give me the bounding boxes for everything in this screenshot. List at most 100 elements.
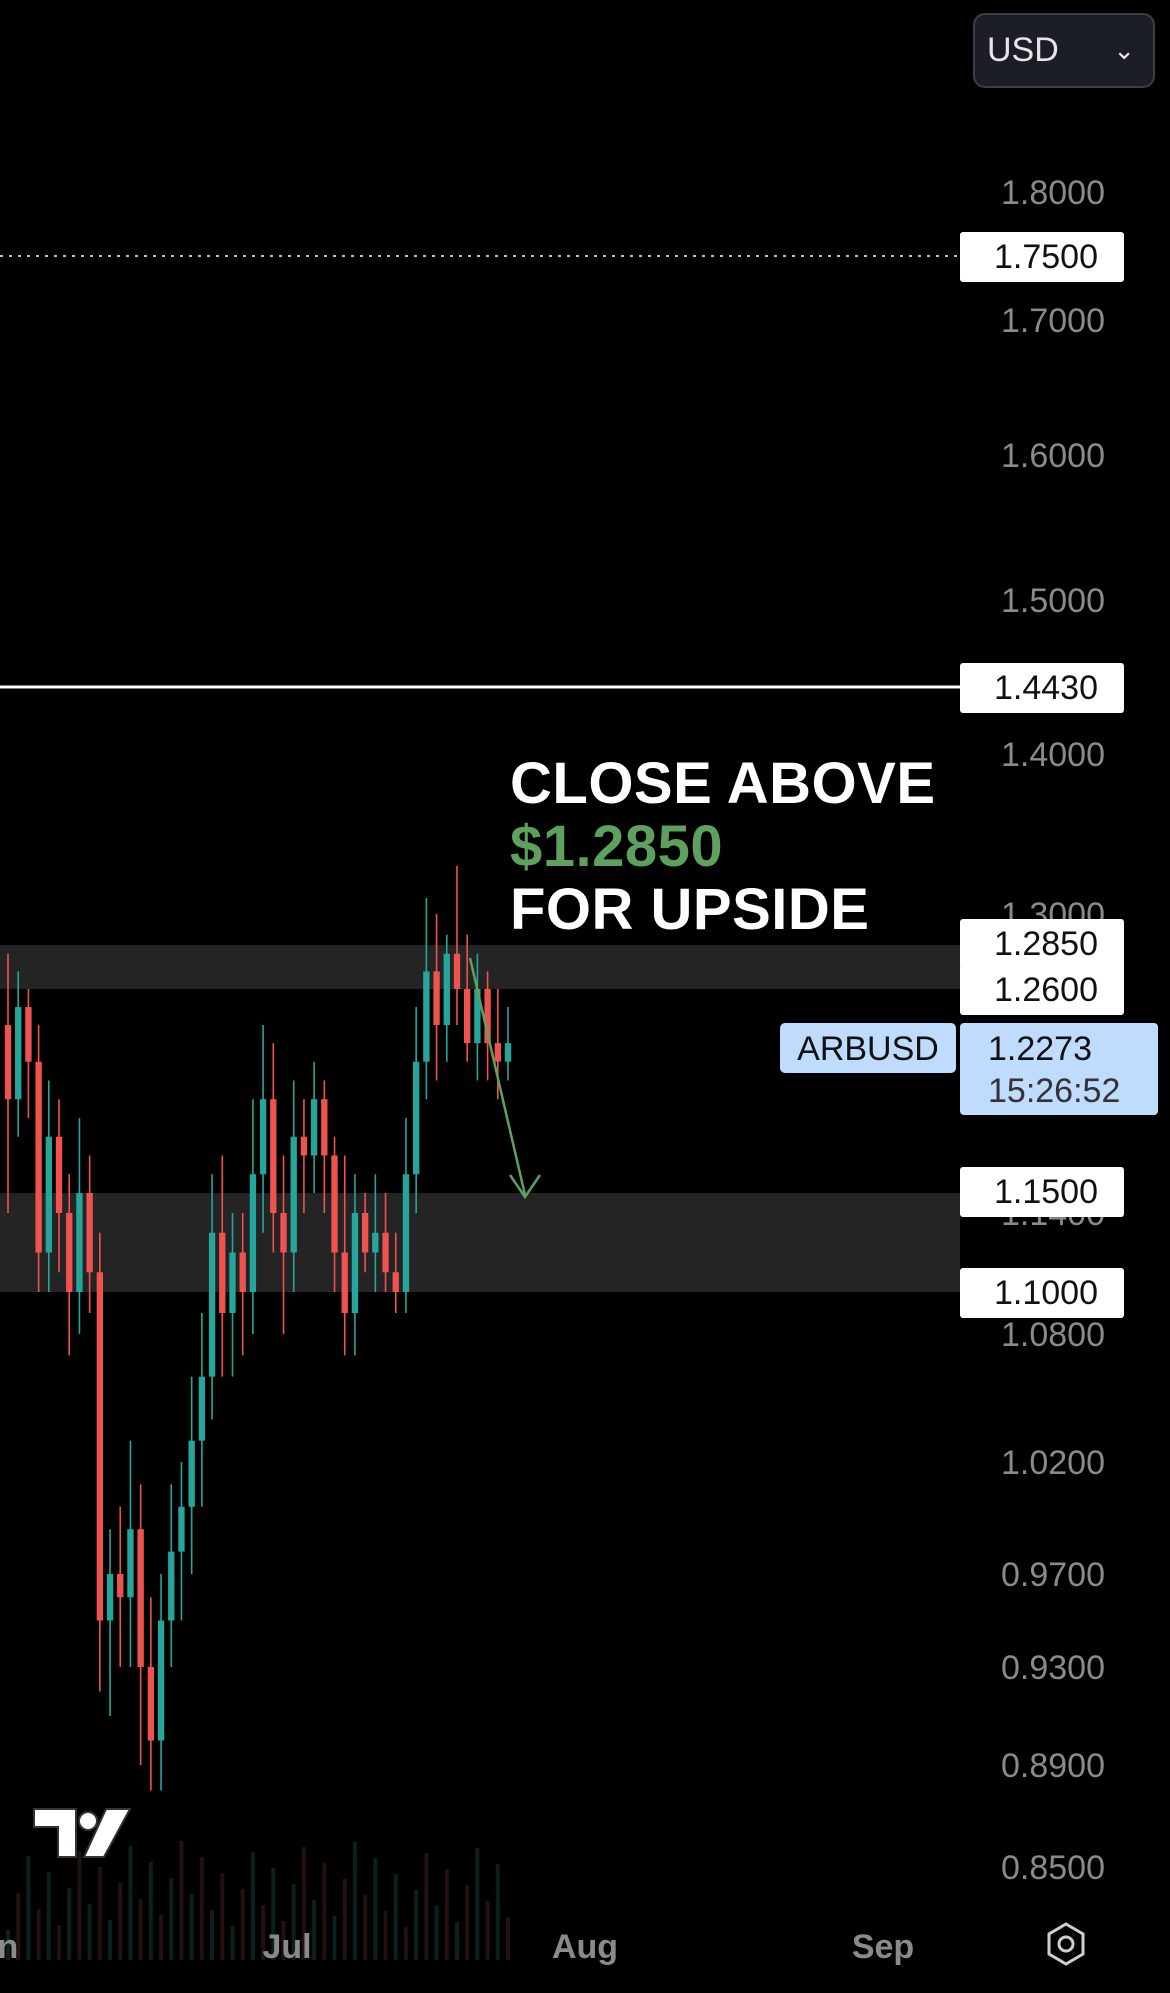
volume-bar — [271, 1868, 276, 1960]
candle-body — [259, 1099, 267, 1175]
volume-bar — [36, 1909, 41, 1960]
volume-bar — [77, 1851, 82, 1960]
volume-bar — [383, 1911, 388, 1960]
price-level-tag-label: 1.7500 — [994, 238, 1098, 276]
candle — [76, 1117, 83, 1334]
volume-bar — [230, 1926, 235, 1960]
currency-label: USD — [987, 31, 1059, 69]
candle-body — [239, 1252, 246, 1292]
price-level-tag: 1.1000 — [960, 1268, 1124, 1318]
candle-body — [402, 1174, 410, 1292]
volume-bar — [240, 1889, 245, 1960]
candle — [127, 1440, 134, 1667]
candle — [249, 1099, 257, 1334]
candle-body — [321, 1099, 328, 1156]
price-level-tag: 1.7500 — [960, 232, 1124, 282]
price-level-tag-bg — [960, 1268, 1124, 1318]
candle — [25, 989, 32, 1118]
volume-bar — [485, 1901, 490, 1960]
volume-bar — [169, 1878, 174, 1960]
volume-bar — [414, 1890, 419, 1960]
candle — [178, 1462, 185, 1621]
volume-bar — [46, 1872, 51, 1960]
candle-body — [504, 1043, 512, 1062]
candle-body — [290, 1136, 297, 1253]
volume-bar — [301, 1847, 306, 1960]
volume-bar — [138, 1899, 143, 1960]
y-axis-tick-label: 1.0800 — [1001, 1316, 1105, 1354]
y-axis-tick-label: 0.8500 — [1001, 1849, 1105, 1887]
volume-bar — [87, 1904, 92, 1960]
candle-body — [300, 1136, 308, 1156]
candle — [198, 1313, 206, 1507]
candle — [66, 1174, 73, 1356]
volume-bar — [108, 1920, 113, 1960]
candle-body — [55, 1136, 63, 1213]
annotation-line-3: FOR UPSIDE — [510, 877, 870, 942]
candle-body — [423, 971, 430, 1062]
candle-body — [443, 953, 450, 1026]
price-level-tag-bg — [960, 663, 1124, 713]
currency-selector[interactable]: USD ⌄ — [973, 13, 1155, 88]
candle — [443, 934, 450, 1062]
volume-bar — [67, 1888, 72, 1960]
candle — [15, 971, 22, 1137]
candle — [219, 1155, 226, 1377]
candle-body — [106, 1574, 114, 1621]
volume-bar — [454, 1922, 459, 1960]
candle — [96, 1232, 103, 1692]
candle-body — [168, 1551, 175, 1621]
candle — [270, 1043, 277, 1253]
price-level-tag-bg — [960, 919, 1124, 969]
candle-body — [127, 1529, 134, 1598]
candle-body — [464, 989, 471, 1044]
volume-bar — [342, 1879, 347, 1960]
candle-body — [66, 1213, 73, 1292]
candle — [413, 1007, 420, 1213]
y-axis-tick-label: 1.7000 — [1001, 302, 1105, 340]
volume-bar — [128, 1846, 133, 1960]
candle-body — [270, 1099, 277, 1213]
volume-bar — [179, 1841, 184, 1960]
candle-body — [178, 1506, 185, 1552]
symbol-tag-label: ARBUSD — [797, 1030, 939, 1068]
candle — [55, 1099, 63, 1273]
y-axis-tick-label: 1.8000 — [1001, 174, 1105, 212]
price-zone — [0, 1193, 960, 1292]
x-axis-tick-label: Jul — [262, 1928, 311, 1966]
volume-bar — [352, 1842, 357, 1960]
candle-body — [25, 1007, 32, 1062]
candle — [361, 1193, 369, 1273]
candle — [259, 1025, 267, 1233]
volume-bar — [495, 1864, 500, 1960]
candle-body — [433, 971, 440, 1026]
candle-body — [96, 1272, 103, 1621]
y-axis-tick-label: 0.9700 — [1001, 1556, 1105, 1594]
volume-bar — [424, 1853, 429, 1960]
volume-bar — [312, 1900, 317, 1960]
candle-body — [229, 1252, 236, 1313]
candle-body — [208, 1232, 216, 1377]
candle — [117, 1506, 124, 1667]
candle — [474, 953, 481, 1081]
trend-arrow-head — [508, 1174, 542, 1200]
candle — [147, 1597, 155, 1791]
candle — [280, 1155, 287, 1334]
candle-body — [117, 1574, 124, 1598]
price-level-tag-bg — [960, 965, 1124, 1015]
price-level-tag-label: 1.1000 — [994, 1274, 1098, 1312]
candle-body — [341, 1252, 348, 1313]
volume-bar — [281, 1921, 286, 1960]
volume-bar — [363, 1895, 368, 1960]
trend-arrow — [468, 957, 527, 1196]
candle — [208, 1174, 216, 1420]
volume-bar — [291, 1884, 296, 1960]
price-level-tag-bg — [960, 1167, 1124, 1217]
settings-icon[interactable] — [1047, 1922, 1085, 1966]
volume-bar — [506, 1917, 510, 1960]
candle-body — [331, 1155, 338, 1253]
y-axis-tick-label: 0.9300 — [1001, 1649, 1105, 1687]
volume-bar — [26, 1856, 31, 1960]
